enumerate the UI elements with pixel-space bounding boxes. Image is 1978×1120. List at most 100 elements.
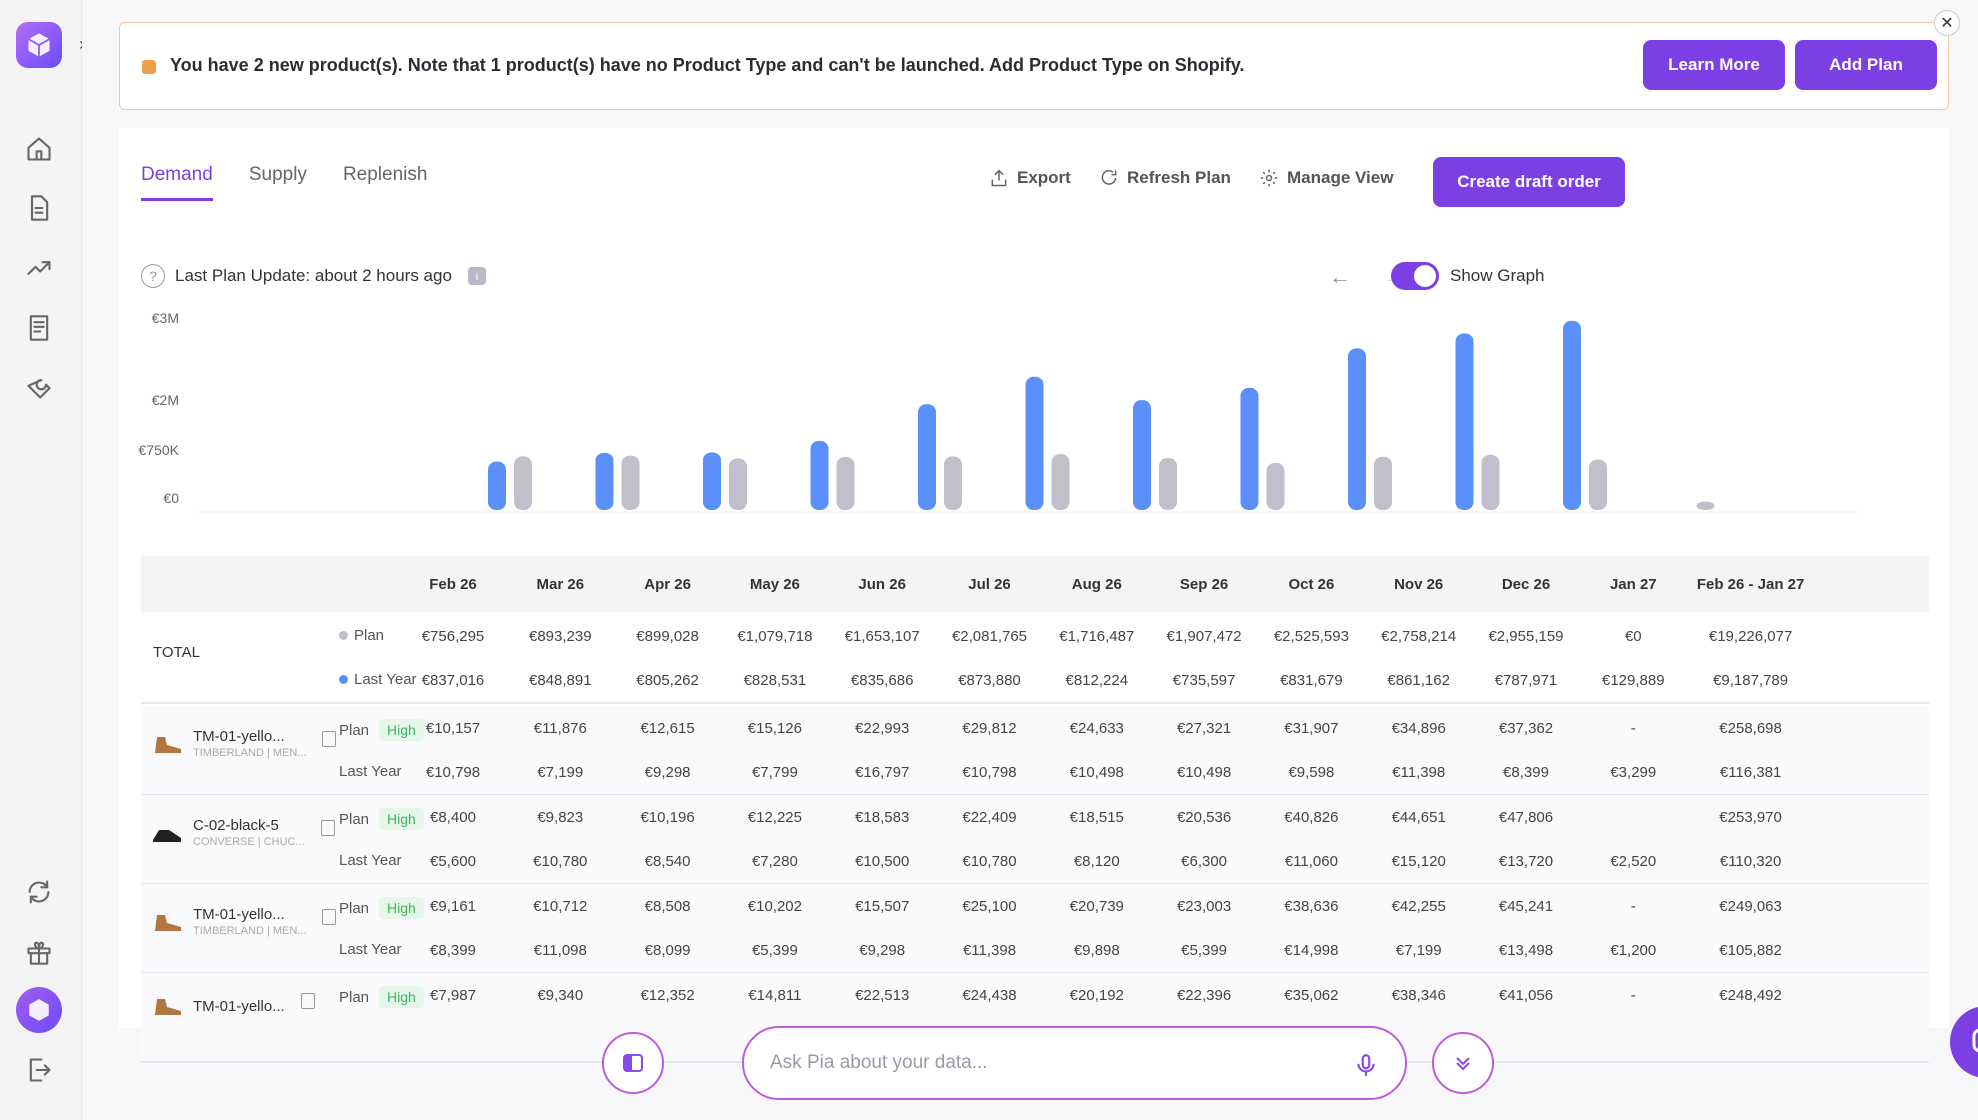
bar-plan-7[interactable] [1240,387,1259,510]
table-cell[interactable]: €8,399 [1503,764,1549,781]
bar-plan-0[interactable] [488,461,506,510]
table-cell[interactable]: €11,060 [1284,853,1338,870]
learn-more-button[interactable]: Learn More [1643,40,1785,90]
assistant-avatar-icon[interactable] [16,987,62,1033]
table-cell[interactable]: €1,200 [1610,942,1657,959]
bar-plan-9[interactable] [1455,333,1474,510]
table-cell[interactable]: €37,362 [1498,720,1554,737]
column-header[interactable]: Feb 26 [429,576,477,593]
table-cell[interactable]: €12,225 [747,809,802,826]
table-cell[interactable]: €9,823 [537,809,584,826]
bar-last-year-3[interactable] [836,456,855,510]
column-header[interactable]: Dec 26 [1501,576,1551,593]
bar-last-year-6[interactable] [1159,458,1177,510]
table-cell[interactable]: €7,280 [751,853,798,870]
table-cell[interactable]: €19,226,077 [1708,628,1793,645]
table-cell[interactable]: €8,099 [644,942,691,959]
table-cell[interactable]: €18,583 [855,809,910,826]
column-header[interactable]: Mar 26 [536,576,585,593]
bar-last-year-1[interactable] [621,455,640,510]
table-cell[interactable]: €20,192 [1069,987,1124,1004]
create-draft-order-button[interactable]: Create draft order [1433,157,1625,207]
table-cell[interactable]: €5,399 [1181,942,1228,959]
table-cell[interactable]: €20,536 [1176,809,1232,826]
table-cell[interactable]: €24,438 [962,987,1017,1004]
manage-view-button[interactable]: Manage View [1259,168,1393,188]
sync-icon[interactable] [22,875,56,909]
table-cell[interactable]: €893,239 [529,628,592,645]
table-cell[interactable]: €10,202 [747,898,802,915]
product-cell[interactable]: TM-01-yello... TIMBERLAND | MEN... [151,728,337,759]
table-cell[interactable]: €735,597 [1172,672,1236,689]
table-cell[interactable]: €8,400 [430,809,476,826]
table-cell[interactable]: - [1630,987,1636,1004]
show-graph-toggle[interactable] [1391,262,1439,290]
bar-last-year-2[interactable] [729,458,747,510]
table-cell[interactable]: €805,262 [636,672,699,689]
close-icon[interactable]: ✕ [1934,10,1960,36]
table-cell[interactable]: €23,003 [1176,898,1232,915]
table-cell[interactable]: €0 [1624,628,1642,645]
add-plan-button[interactable]: Add Plan [1795,40,1937,90]
column-header[interactable]: Nov 26 [1394,576,1444,593]
table-cell[interactable]: €1,653,107 [844,628,920,645]
document-icon[interactable] [22,191,56,225]
ask-pia-input[interactable]: Ask Pia about your data... [742,1026,1407,1100]
table-cell[interactable]: €22,513 [855,987,910,1004]
table-cell[interactable]: €24,633 [1069,720,1124,737]
table-cell[interactable]: €10,498 [1176,764,1232,781]
product-cell[interactable]: TM-01-yello... TIMBERLAND | MEN... [151,906,337,937]
table-cell[interactable]: €20,739 [1069,898,1124,915]
table-cell[interactable]: €22,993 [855,720,910,737]
table-cell[interactable]: €27,321 [1176,720,1232,737]
table-cell[interactable]: €2,525,593 [1273,628,1349,645]
bar-plan-1[interactable] [595,452,614,510]
table-cell[interactable]: €10,798 [962,764,1017,781]
table-cell[interactable]: €11,098 [533,942,587,959]
table-cell[interactable]: €10,196 [640,809,695,826]
column-header[interactable]: May 26 [749,576,800,593]
table-cell[interactable]: €10,780 [533,853,588,870]
table-cell[interactable]: - [1630,720,1636,737]
table-cell[interactable]: €8,399 [430,942,476,959]
document-icon[interactable] [322,730,337,747]
table-cell[interactable]: €45,241 [1498,898,1554,915]
bar-plan-4[interactable] [918,404,936,510]
app-logo-icon[interactable] [16,22,62,68]
document-icon[interactable] [300,993,315,1009]
table-cell[interactable]: €47,806 [1498,809,1554,826]
table-cell[interactable]: €14,998 [1284,942,1339,959]
table-cell[interactable]: €3,299 [1610,764,1657,781]
column-header[interactable]: Sep 26 [1179,576,1229,593]
table-cell[interactable]: €35,062 [1284,987,1339,1004]
table-cell[interactable]: €2,520 [1610,853,1657,870]
bar-last-year-5[interactable] [1051,454,1070,510]
column-header[interactable]: Jan 27 [1609,576,1657,593]
help-icon[interactable]: ? [141,264,165,288]
arrow-left-icon[interactable]: ← [1329,264,1351,289]
table-cell[interactable]: €828,531 [743,672,807,689]
table-cell[interactable]: €10,500 [855,853,910,870]
info-icon[interactable]: i [467,267,486,285]
table-cell[interactable]: €7,987 [430,987,476,1004]
table-cell[interactable]: €15,126 [747,720,802,737]
column-header[interactable]: Feb 26 - Jan 27 [1696,576,1805,593]
table-cell[interactable]: €7,199 [1395,942,1442,959]
table-cell[interactable]: €13,498 [1498,942,1554,959]
table-cell[interactable]: €5,600 [430,853,476,870]
bar-plan-8[interactable] [1348,348,1366,510]
table-cell[interactable]: €11,398 [962,942,1017,959]
table-cell[interactable]: €848,891 [529,672,592,689]
table-cell[interactable]: €18,515 [1069,809,1124,826]
table-cell[interactable]: €1,716,487 [1059,628,1135,645]
table-cell[interactable]: €873,880 [958,672,1021,689]
column-header[interactable]: Oct 26 [1288,576,1335,593]
table-cell[interactable]: - [1630,898,1636,915]
table-cell[interactable]: €105,882 [1719,942,1782,959]
table-cell[interactable]: €116,381 [1719,764,1782,781]
table-cell[interactable]: €2,955,159 [1488,628,1564,645]
table-cell[interactable]: €249,063 [1719,898,1782,915]
document-icon[interactable] [322,908,337,925]
table-cell[interactable]: €835,686 [850,672,914,689]
column-header[interactable]: Apr 26 [644,576,691,593]
